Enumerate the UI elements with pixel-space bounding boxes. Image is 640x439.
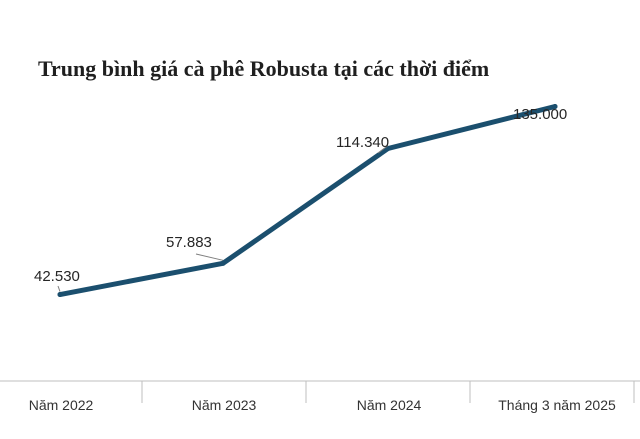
x-tick-label: Năm 2024 bbox=[357, 397, 422, 413]
data-label-leader bbox=[377, 145, 389, 154]
series-line bbox=[57, 104, 558, 298]
data-point bbox=[552, 104, 558, 109]
data-label-leader bbox=[57, 285, 61, 292]
data-point bbox=[220, 260, 226, 266]
data-point bbox=[57, 292, 63, 298]
x-tick-label: Năm 2022 bbox=[29, 397, 94, 413]
x-tick-label: Năm 2023 bbox=[192, 397, 257, 413]
data-label: 57.883 bbox=[166, 234, 212, 251]
data-label: 42.530 bbox=[34, 268, 80, 285]
data-label: 135.000 bbox=[513, 106, 567, 123]
data-label: 114.340 bbox=[336, 134, 389, 151]
data-point bbox=[385, 146, 391, 152]
x-tick-label: Tháng 3 năm 2025 bbox=[498, 397, 616, 413]
chart-title: Trung bình giá cà phê Robusta tại các th… bbox=[38, 56, 490, 81]
data-label-leader bbox=[195, 253, 224, 261]
